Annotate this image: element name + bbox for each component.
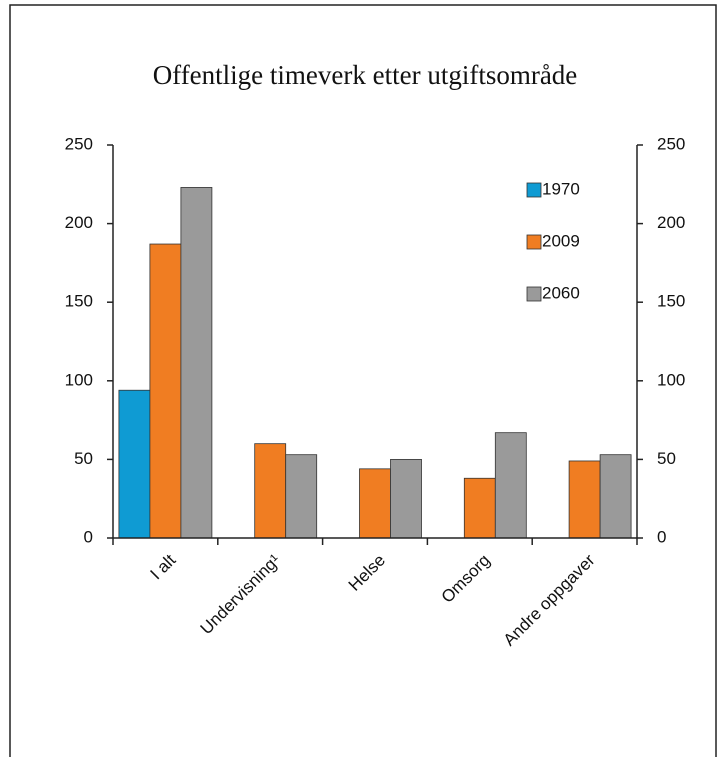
bar xyxy=(149,243,182,539)
legend-swatch xyxy=(526,234,542,250)
bar xyxy=(390,458,422,539)
bar xyxy=(568,460,601,539)
bar xyxy=(254,443,287,539)
bar xyxy=(118,389,151,539)
y-tick-label: 50 xyxy=(74,449,93,468)
y2-tick-label: 150 xyxy=(657,292,685,311)
legend-label: 2009 xyxy=(542,231,580,250)
legend-label: 2060 xyxy=(542,283,580,302)
y2-tick-label: 50 xyxy=(657,449,676,468)
chart-title: Offentlige timeverk etter utgiftsområde xyxy=(153,60,578,90)
bar xyxy=(463,477,496,539)
x-tick-label: Undervisning¹ xyxy=(197,550,285,638)
y2-tick-label: 250 xyxy=(657,134,685,153)
y2-tick-label: 100 xyxy=(657,370,685,389)
y-tick-label: 0 xyxy=(84,527,93,546)
y-tick-label: 250 xyxy=(65,134,93,153)
legend-swatch xyxy=(526,182,542,198)
bar xyxy=(285,454,318,539)
bar xyxy=(180,187,213,539)
legend-label: 1970 xyxy=(542,179,580,198)
legend-swatch xyxy=(526,286,542,302)
y-tick-label: 200 xyxy=(65,213,93,232)
x-tick-label: Helse xyxy=(345,551,389,595)
x-tick-label: Andre oppgaver xyxy=(500,550,599,649)
y2-tick-label: 0 xyxy=(657,527,666,546)
x-tick-label: Omsorg xyxy=(438,551,494,607)
frame xyxy=(9,4,717,757)
bar xyxy=(599,454,632,539)
y-tick-label: 150 xyxy=(65,292,93,311)
x-tick-label: I alt xyxy=(147,550,180,583)
y-tick-label: 100 xyxy=(65,370,93,389)
bar xyxy=(494,432,527,539)
bar xyxy=(359,468,391,539)
y2-tick-label: 200 xyxy=(657,213,685,232)
